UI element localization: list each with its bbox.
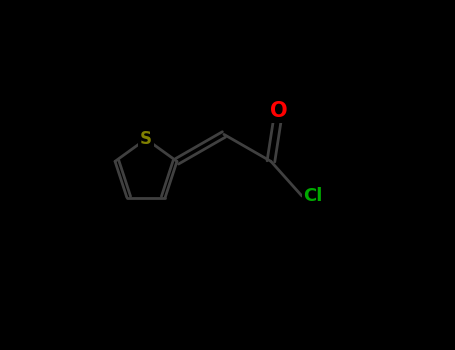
- Text: S: S: [140, 130, 152, 148]
- Text: Cl: Cl: [303, 187, 323, 205]
- Text: O: O: [270, 101, 288, 121]
